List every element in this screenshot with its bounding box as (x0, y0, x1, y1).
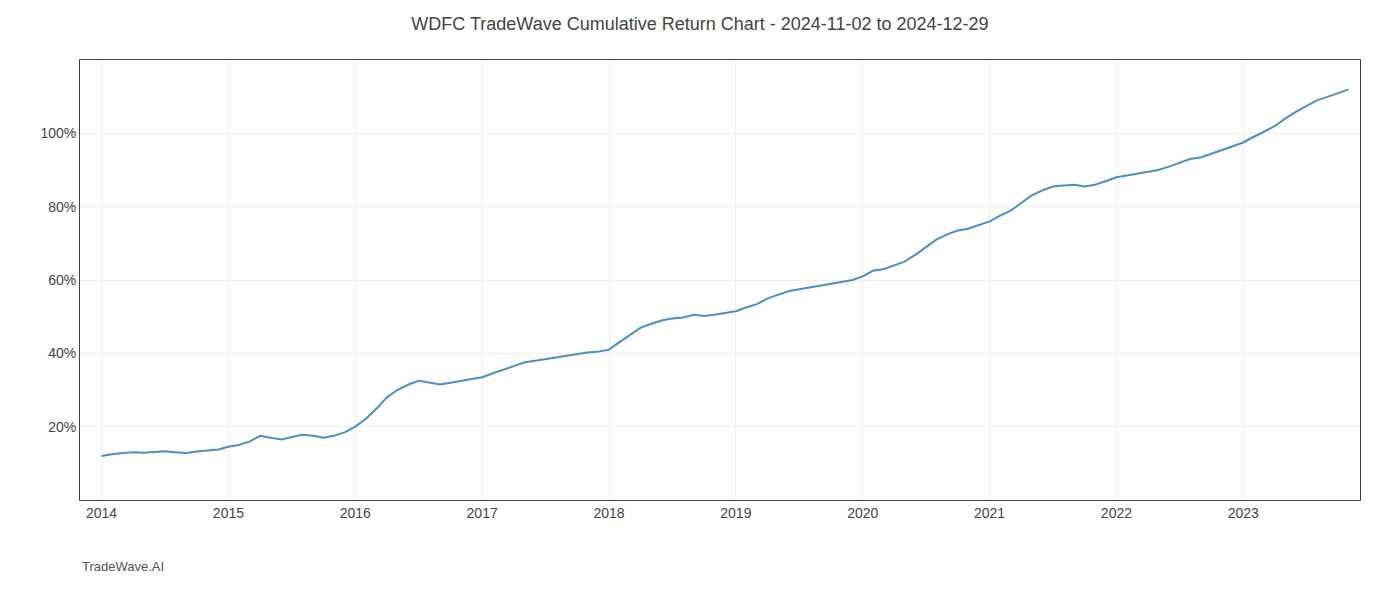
svg-text:80%: 80% (48, 199, 76, 215)
svg-text:2020: 2020 (847, 505, 878, 521)
svg-text:2022: 2022 (1101, 505, 1132, 521)
svg-text:2021: 2021 (974, 505, 1005, 521)
svg-text:2019: 2019 (720, 505, 751, 521)
svg-text:TradeWave.AI: TradeWave.AI (82, 559, 164, 574)
svg-text:2018: 2018 (593, 505, 624, 521)
svg-text:20%: 20% (48, 419, 76, 435)
svg-text:2015: 2015 (213, 505, 244, 521)
svg-text:2014: 2014 (86, 505, 117, 521)
svg-text:2023: 2023 (1228, 505, 1259, 521)
svg-text:40%: 40% (48, 345, 76, 361)
svg-text:WDFC TradeWave Cumulative Retu: WDFC TradeWave Cumulative Return Chart -… (411, 14, 988, 34)
svg-text:2017: 2017 (467, 505, 498, 521)
svg-text:60%: 60% (48, 272, 76, 288)
svg-text:2016: 2016 (340, 505, 371, 521)
svg-text:100%: 100% (40, 125, 76, 141)
